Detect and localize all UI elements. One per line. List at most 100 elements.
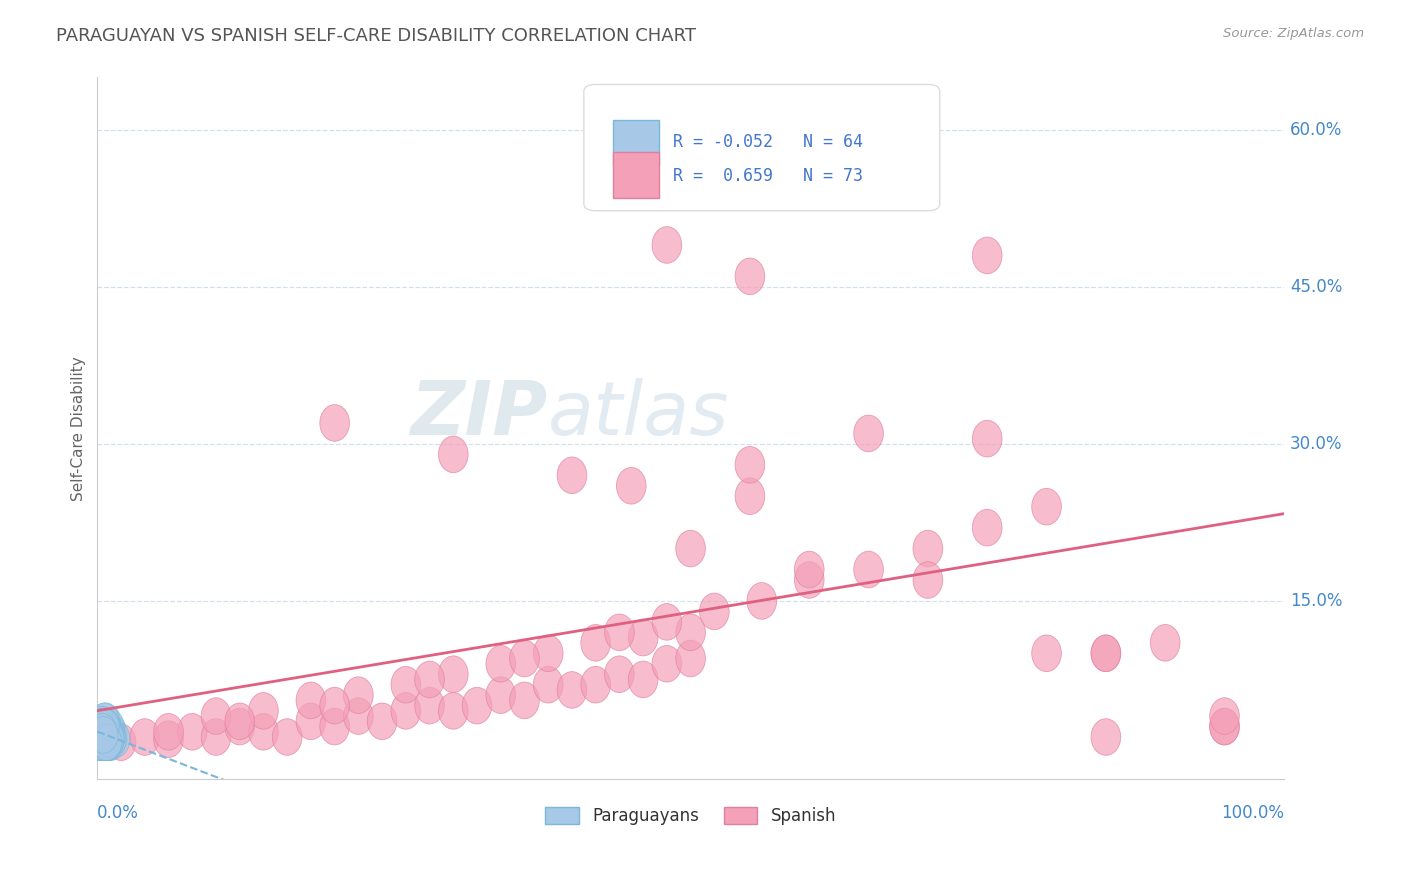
Ellipse shape (86, 724, 115, 761)
Ellipse shape (605, 614, 634, 650)
Ellipse shape (153, 721, 183, 757)
Ellipse shape (533, 635, 562, 672)
Ellipse shape (87, 714, 117, 750)
Ellipse shape (89, 710, 118, 747)
Text: 45.0%: 45.0% (1289, 277, 1343, 296)
Ellipse shape (225, 703, 254, 739)
Ellipse shape (463, 688, 492, 724)
Ellipse shape (581, 624, 610, 661)
Ellipse shape (177, 714, 207, 750)
Ellipse shape (628, 661, 658, 698)
Ellipse shape (90, 716, 120, 753)
Ellipse shape (84, 724, 114, 761)
Ellipse shape (89, 708, 118, 745)
Ellipse shape (581, 666, 610, 703)
Ellipse shape (93, 724, 122, 761)
Ellipse shape (201, 719, 231, 756)
Legend: Paraguayans, Spanish: Paraguayans, Spanish (537, 799, 844, 834)
Ellipse shape (1150, 624, 1180, 661)
Ellipse shape (96, 719, 125, 756)
Ellipse shape (91, 714, 121, 750)
Ellipse shape (676, 530, 706, 567)
Text: atlas: atlas (548, 378, 730, 450)
Ellipse shape (90, 703, 120, 739)
Ellipse shape (87, 708, 117, 745)
Ellipse shape (129, 719, 160, 756)
Ellipse shape (87, 714, 117, 750)
Ellipse shape (652, 646, 682, 682)
Ellipse shape (249, 714, 278, 750)
Ellipse shape (90, 721, 120, 757)
Ellipse shape (605, 656, 634, 692)
Ellipse shape (89, 721, 118, 757)
Ellipse shape (735, 478, 765, 515)
Ellipse shape (89, 724, 118, 761)
Ellipse shape (912, 562, 943, 599)
FancyBboxPatch shape (583, 85, 939, 211)
Ellipse shape (91, 719, 122, 756)
Ellipse shape (616, 467, 647, 504)
Ellipse shape (91, 703, 121, 739)
Ellipse shape (91, 719, 121, 756)
Ellipse shape (1209, 698, 1239, 734)
Ellipse shape (89, 716, 118, 753)
Ellipse shape (853, 551, 883, 588)
Ellipse shape (297, 703, 326, 739)
FancyBboxPatch shape (613, 153, 658, 198)
Ellipse shape (201, 698, 231, 734)
Ellipse shape (87, 724, 117, 761)
Ellipse shape (509, 640, 540, 677)
Ellipse shape (319, 688, 350, 724)
Ellipse shape (1091, 719, 1121, 756)
FancyBboxPatch shape (613, 120, 658, 165)
Text: PARAGUAYAN VS SPANISH SELF-CARE DISABILITY CORRELATION CHART: PARAGUAYAN VS SPANISH SELF-CARE DISABILI… (56, 27, 696, 45)
Ellipse shape (439, 692, 468, 729)
Ellipse shape (94, 721, 124, 757)
Ellipse shape (676, 640, 706, 677)
Ellipse shape (415, 661, 444, 698)
Ellipse shape (93, 710, 122, 747)
Ellipse shape (90, 724, 120, 761)
Ellipse shape (1032, 635, 1062, 672)
Ellipse shape (91, 714, 122, 750)
Ellipse shape (90, 714, 120, 750)
Ellipse shape (93, 721, 122, 757)
Ellipse shape (87, 714, 117, 750)
Ellipse shape (853, 415, 883, 451)
Ellipse shape (87, 706, 117, 743)
Ellipse shape (1209, 708, 1239, 745)
Ellipse shape (94, 714, 124, 750)
Ellipse shape (1209, 708, 1239, 745)
Ellipse shape (1032, 489, 1062, 525)
Ellipse shape (367, 703, 396, 739)
Ellipse shape (98, 719, 128, 756)
Ellipse shape (1091, 635, 1121, 672)
Text: 100.0%: 100.0% (1220, 804, 1284, 822)
Ellipse shape (94, 719, 124, 756)
Ellipse shape (93, 721, 122, 757)
Ellipse shape (319, 708, 350, 745)
Text: 15.0%: 15.0% (1289, 592, 1343, 610)
Ellipse shape (153, 714, 183, 750)
Ellipse shape (439, 656, 468, 692)
Ellipse shape (86, 716, 115, 753)
Ellipse shape (100, 721, 129, 757)
Ellipse shape (86, 708, 115, 745)
Ellipse shape (973, 237, 1002, 274)
Ellipse shape (652, 604, 682, 640)
Ellipse shape (89, 724, 118, 761)
Ellipse shape (94, 708, 124, 745)
Ellipse shape (912, 530, 943, 567)
Ellipse shape (86, 719, 115, 756)
Ellipse shape (86, 710, 115, 747)
Ellipse shape (747, 582, 776, 619)
Ellipse shape (90, 708, 120, 745)
Ellipse shape (676, 614, 706, 650)
Ellipse shape (93, 724, 122, 761)
Ellipse shape (439, 436, 468, 473)
Ellipse shape (97, 714, 127, 750)
Ellipse shape (91, 708, 121, 745)
Ellipse shape (1091, 635, 1121, 672)
Ellipse shape (94, 719, 124, 756)
Ellipse shape (533, 666, 562, 703)
